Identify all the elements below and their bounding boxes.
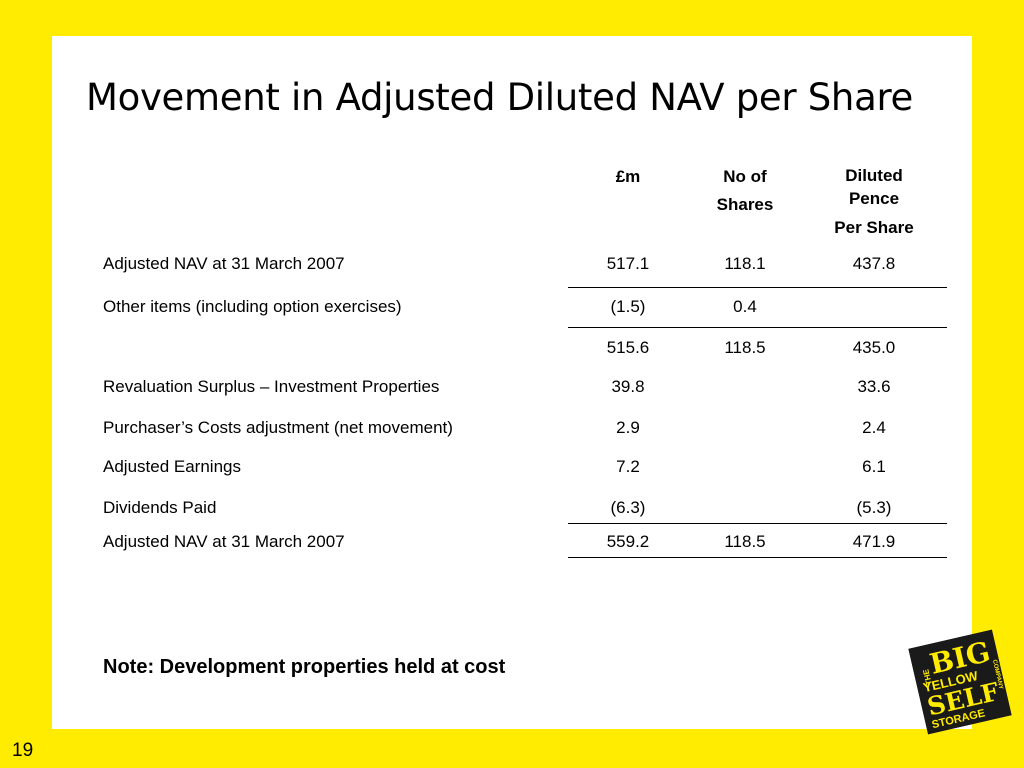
row-label-7: Dividends Paid <box>103 498 217 517</box>
header-no-of-shares-line2: Shares <box>716 195 774 214</box>
page-number: 19 <box>12 740 34 761</box>
header-pounds-m-text: £m <box>615 167 641 186</box>
row-2-shares: 0.4 <box>733 297 757 316</box>
row-1-pence: 437.8 <box>852 254 896 273</box>
row-1-pounds-m: 517.1 <box>606 254 650 273</box>
table-rule-3 <box>568 523 947 524</box>
header-diluted-pence: Diluted Pence Per Share <box>814 164 934 239</box>
company-logo: THE BIG YELLOW SELF STORAGE COMPANY <box>908 629 1012 735</box>
logo-background <box>908 629 1012 735</box>
logo-text-the: THE <box>921 668 934 686</box>
table-rule-2 <box>568 327 947 328</box>
row-7-pence: (5.3) <box>856 498 892 517</box>
row-7-pounds-m: (6.3) <box>610 498 646 517</box>
row-6-pence: 6.1 <box>862 457 886 476</box>
row-label-8: Adjusted NAV at 31 March 2007 <box>103 532 345 551</box>
row-3-shares: 118.5 <box>724 338 766 357</box>
row-5-pounds-m: 2.9 <box>616 418 640 437</box>
header-no-of-shares: No of Shares <box>685 164 805 218</box>
row-5-pence: 2.4 <box>862 418 886 437</box>
footnote: Note: Development properties held at cos… <box>103 656 506 678</box>
row-4-pence: 33.6 <box>857 377 891 396</box>
row-8-pounds-m: 559.2 <box>606 532 650 551</box>
row-2-pounds-m: (1.5) <box>610 297 646 316</box>
header-diluted-pence-line3: Per Share <box>834 218 914 237</box>
row-6-pounds-m: 7.2 <box>616 457 640 476</box>
row-3-pence: 435.0 <box>852 338 896 357</box>
slide-title: Movement in Adjusted Diluted NAV per Sha… <box>86 76 914 119</box>
header-diluted-pence-line1: Diluted <box>845 166 903 185</box>
table-rule-4 <box>568 557 947 558</box>
table-rule-1 <box>568 287 947 288</box>
row-label-2: Other items (including option exercises) <box>103 297 402 316</box>
slide-panel: Movement in Adjusted Diluted NAV per Sha… <box>52 36 972 729</box>
row-1-shares: 118.1 <box>724 254 766 273</box>
row-label-5: Purchaser’s Costs adjustment (net moveme… <box>103 418 453 437</box>
row-3-pounds-m: 515.6 <box>606 338 650 357</box>
row-label-6: Adjusted Earnings <box>103 457 241 476</box>
header-pounds-m: £m <box>568 164 688 190</box>
header-diluted-pence-line2: Pence <box>848 189 900 208</box>
header-no-of-shares-line1: No of <box>723 167 767 186</box>
row-4-pounds-m: 39.8 <box>611 377 645 396</box>
row-8-shares: 118.5 <box>724 532 766 551</box>
row-8-pence: 471.9 <box>852 532 896 551</box>
row-label-4: Revaluation Surplus – Investment Propert… <box>103 377 440 396</box>
row-label-1: Adjusted NAV at 31 March 2007 <box>103 254 345 273</box>
